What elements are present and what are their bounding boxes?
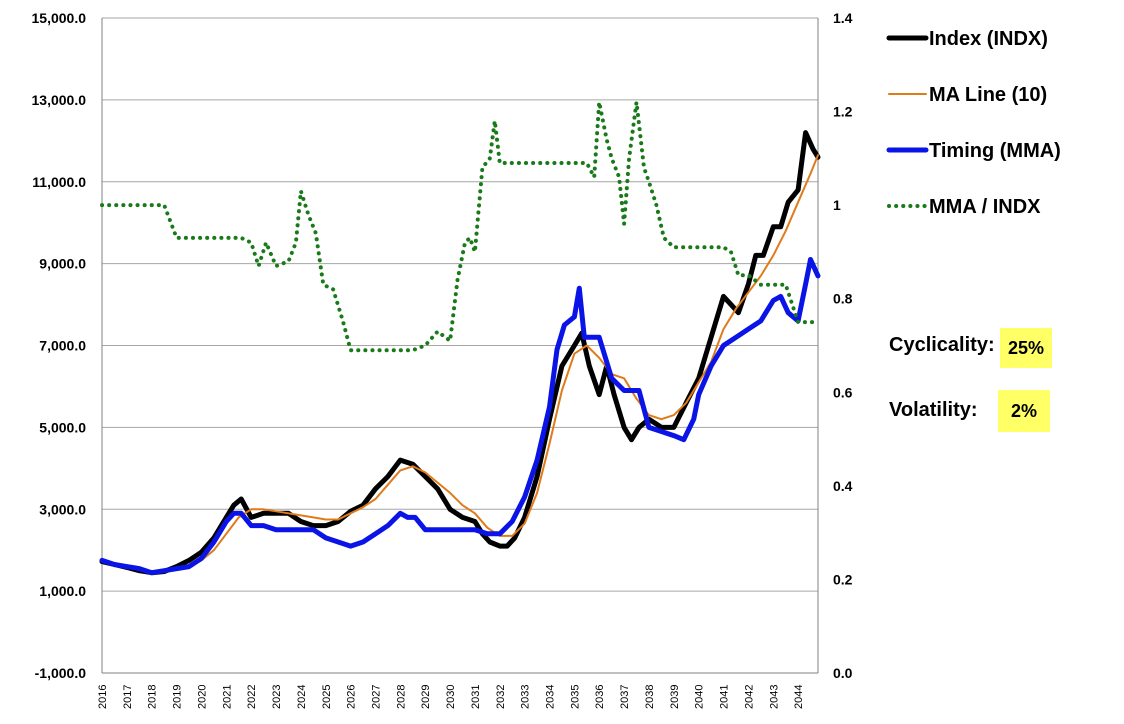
y-right-tick-label: 0.0: [833, 665, 853, 681]
x-tick-label: 2033: [520, 685, 532, 709]
series-line-index-indx: [99, 130, 821, 576]
y-left-tick-label: 15,000.0: [32, 10, 87, 26]
x-tick-label: 2040: [694, 685, 706, 709]
x-tick-label: 2044: [793, 685, 805, 709]
y-right-tick-label: 0.2: [833, 571, 853, 587]
volatility-value-badge: 2%: [998, 390, 1050, 432]
x-tick-label: 2026: [346, 685, 358, 709]
x-tick-label: 2032: [495, 685, 507, 709]
x-tick-label: 2028: [395, 685, 407, 709]
legend-label: Index (INDX): [929, 28, 1048, 50]
x-tick-label: 2023: [271, 685, 283, 709]
y-left-tick-label: 3,000.0: [39, 501, 86, 517]
y-right-tick-label: 1: [833, 197, 841, 213]
x-tick-label: 2042: [743, 685, 755, 709]
x-tick-label: 2036: [594, 685, 606, 709]
legend-label: Timing (MMA): [929, 140, 1061, 162]
x-tick-label: 2030: [445, 685, 457, 709]
y-right-tick-label: 1.2: [833, 104, 853, 120]
x-tick-label: 2043: [768, 685, 780, 709]
x-tick-label: 2016: [97, 685, 109, 709]
legend-label: MA Line (10): [929, 84, 1047, 106]
y-left-tick-label: 5,000.0: [39, 419, 86, 435]
series-line-mma-indx: [100, 100, 820, 353]
x-tick-label: 2035: [569, 685, 581, 709]
x-tick-label: 2039: [669, 685, 681, 709]
cyclicality-value-badge: 25%: [1000, 328, 1052, 368]
y-left-tick-label: 9,000.0: [39, 256, 86, 272]
y-right-tick-label: 0.6: [833, 384, 853, 400]
x-tick-label: 2038: [644, 685, 656, 709]
x-tick-label: 2037: [619, 685, 631, 709]
x-tick-label: 2041: [719, 685, 731, 709]
y-left-tick-label: 7,000.0: [39, 338, 86, 354]
x-tick-label: 2021: [221, 685, 233, 709]
x-tick-label: 2024: [296, 685, 308, 709]
x-tick-label: 2027: [370, 685, 382, 709]
y-left-tick-label: -1,000.0: [35, 665, 87, 681]
series-line-ma-line-10: [188, 154, 819, 568]
x-tick-label: 2018: [147, 685, 159, 709]
x-tick-label: 2019: [172, 685, 184, 709]
series-line-timing-mma: [99, 257, 821, 576]
cyclicality-label: Cyclicality:: [889, 334, 995, 356]
y-left-tick-label: 11,000.0: [32, 174, 86, 190]
y-left-tick-label: 13,000.0: [32, 92, 87, 108]
volatility-label: Volatility:: [889, 399, 978, 421]
y-right-tick-label: 0.4: [833, 478, 853, 494]
y-right-tick-label: 0.8: [833, 291, 853, 307]
x-tick-label: 2029: [420, 685, 432, 709]
x-tick-label: 2025: [321, 685, 333, 709]
x-tick-label: 2034: [545, 685, 557, 709]
y-right-tick-label: 1.4: [833, 10, 853, 26]
legend-label: MMA / INDX: [929, 196, 1041, 218]
x-tick-label: 2017: [122, 685, 134, 709]
x-tick-label: 2020: [196, 685, 208, 709]
x-tick-label: 2022: [246, 685, 258, 709]
y-left-tick-label: 1,000.0: [39, 583, 86, 599]
x-tick-label: 2031: [470, 685, 482, 709]
